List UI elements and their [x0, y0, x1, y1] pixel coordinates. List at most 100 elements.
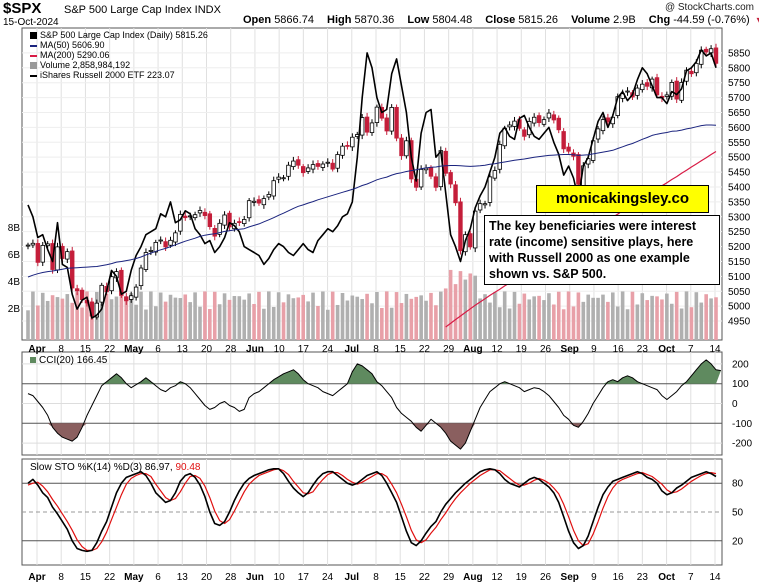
x-tick-label: 19 — [516, 344, 528, 355]
candle-body — [536, 115, 542, 124]
x-tick-label: 22 — [419, 572, 431, 583]
price-tick-label: 5200 — [728, 242, 751, 253]
volume-bar — [193, 292, 197, 340]
x-tick-label: 22 — [104, 344, 116, 355]
x-tick-label: Aug — [463, 572, 482, 583]
candle-body — [595, 128, 601, 140]
volume-bar — [153, 306, 158, 340]
candle-body — [320, 163, 326, 168]
sto-title: Slow STO %K(14) %D(3) 86.97, 90.48 — [30, 462, 200, 473]
open-value: 5866.74 — [274, 14, 314, 26]
legend-ma200-swatch — [30, 54, 37, 57]
candle-body — [664, 94, 670, 97]
volume-bar — [522, 293, 527, 340]
volume-bar — [601, 294, 605, 340]
volume-bar — [591, 297, 595, 340]
candle-body — [94, 302, 99, 318]
volume-bar — [380, 307, 384, 340]
candle-body — [271, 180, 276, 197]
candle-body — [350, 136, 355, 148]
candle-body — [522, 129, 527, 137]
legend-price-swatch — [30, 32, 37, 40]
volume-bar — [325, 309, 330, 340]
volume-bar — [424, 300, 428, 340]
volume-bar — [581, 301, 586, 340]
volume-bar — [650, 295, 654, 340]
candle-body — [654, 77, 660, 96]
x-tick-label: 6 — [155, 572, 161, 583]
volume-bar — [296, 297, 301, 340]
volume-bar — [370, 303, 374, 340]
candle-body — [148, 250, 154, 252]
volume-bar — [345, 300, 350, 340]
volume-bar — [36, 305, 40, 340]
volume-bar — [453, 284, 458, 340]
legend-volume-swatch — [30, 62, 37, 70]
volume-bar — [611, 292, 615, 340]
candle-body — [296, 159, 301, 166]
x-tick-label: Jul — [345, 344, 360, 355]
price-tick-label: 5450 — [728, 168, 751, 179]
x-tick-label: 17 — [298, 344, 310, 355]
x-tick-label: 9 — [591, 344, 597, 355]
x-tick-label: 13 — [177, 572, 189, 583]
volume-bar — [65, 294, 70, 340]
x-tick-label: 24 — [322, 572, 334, 583]
x-tick-label: 29 — [443, 344, 455, 355]
volume-bar — [360, 299, 364, 340]
price-tick-label: 5250 — [728, 227, 751, 238]
quote-date: 15-Oct-2024 — [3, 17, 59, 28]
cci-tick-label: 100 — [732, 379, 749, 390]
volume-bar — [660, 299, 664, 340]
x-tick-label: 20 — [201, 344, 213, 355]
volume-bar — [109, 299, 114, 340]
volume-bar — [561, 309, 566, 340]
x-tick-label: 29 — [443, 572, 455, 583]
price-tick-label: 5600 — [728, 123, 751, 134]
candle-body — [487, 176, 493, 203]
ohlc-bar: Open 5866.74 High 5870.36 Low 5804.48 Cl… — [243, 14, 759, 26]
x-tick-label: 9 — [591, 572, 597, 583]
volume-bar — [198, 306, 202, 340]
legend-volume-text: Volume 2,858,984,192 — [40, 60, 131, 70]
candle-body — [246, 200, 252, 219]
candle-body — [168, 239, 173, 246]
x-tick-label: 8 — [58, 344, 64, 355]
volume-bar — [173, 297, 178, 340]
candle-body — [448, 172, 453, 185]
candle-body — [600, 119, 606, 132]
volume-bar — [399, 303, 404, 340]
x-tick-label: 6 — [155, 344, 161, 355]
x-tick-label: 23 — [637, 572, 649, 583]
volume-bar — [547, 293, 551, 340]
volume-bar — [537, 295, 541, 340]
candle-body — [345, 145, 350, 147]
volume-bar — [488, 302, 492, 340]
volume-bar — [350, 295, 355, 340]
cci-tick-label: 200 — [732, 359, 749, 370]
candle-body — [291, 160, 296, 168]
volume-bar — [129, 293, 133, 340]
candle-body — [645, 82, 650, 87]
volume-bar — [281, 302, 286, 340]
x-tick-label: May — [124, 344, 144, 355]
volume-bar — [512, 291, 517, 340]
price-tick-label: 5400 — [728, 182, 751, 193]
volume-bar — [26, 310, 30, 340]
candle-body — [143, 252, 149, 270]
ticker-symbol: $SPX — [3, 0, 42, 17]
candle-body — [689, 70, 694, 75]
volume-bar — [365, 293, 369, 340]
volume-bar — [31, 291, 35, 340]
legend-price-text: S&P 500 Large Cap Index (Daily) 5815.26 — [40, 30, 208, 40]
candle-body — [541, 119, 547, 125]
candle-body — [576, 154, 581, 185]
volume-bar — [645, 300, 649, 340]
volume-bar — [630, 291, 635, 340]
volume-bar — [556, 291, 561, 340]
volume-bar — [478, 298, 482, 340]
candle-body — [566, 146, 571, 152]
x-tick-label: Apr — [28, 344, 45, 355]
volume-bar — [144, 309, 148, 340]
volume-bar — [463, 279, 468, 340]
